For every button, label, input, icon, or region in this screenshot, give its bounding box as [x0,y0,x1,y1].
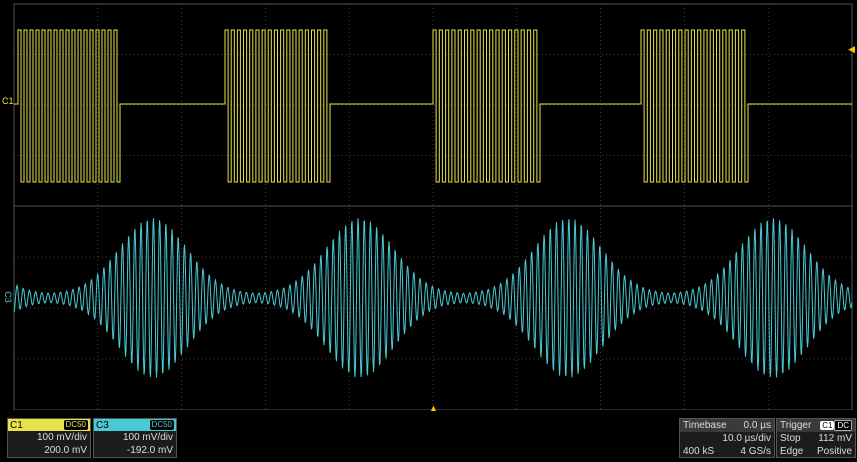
trigger-source: C1 [820,421,835,430]
trigger-label: Trigger [780,420,812,431]
trigger-slope: Positive [816,446,852,457]
timebase-samples: 400 kS [683,446,715,457]
ch1-descriptor[interactable]: C1 DC50 100 mV/div 200.0 mV [7,418,91,458]
trigger-type: Edge [780,446,804,457]
ch1-name: C1 [10,419,23,431]
trigger-descriptor[interactable]: Trigger C1 DC Stop 112 mV Edge Positive [776,418,856,458]
ch1-offset: 200.0 mV [44,445,87,456]
timebase-rate: 4 GS/s [740,446,771,457]
ch3-descriptor[interactable]: C3 DC50 100 mV/div -192.0 mV [93,418,177,458]
trigger-level: 112 mV [818,433,852,444]
ch1-coupling: DC50 [63,420,88,430]
timebase-label: Timebase [683,420,727,431]
ch3-volts-div: 100 mV/div [122,432,173,443]
timebase-descriptor[interactable]: Timebase 0.0 µs 10.0 µs/div 400 kS 4 GS/… [679,418,775,458]
ch3-trace [13,218,853,378]
trigger-coupling: DC [834,420,852,431]
trigger-level-marker: ◀ [848,44,855,54]
timebase-time-div: 10.0 µs/div [722,433,771,444]
trigger-mode: Stop [780,433,801,444]
ch1-marker: C1 [2,96,14,106]
waveform-grid [13,3,853,410]
ch3-coupling: DC50 [149,420,174,430]
ch1-volts-div: 100 mV/div [36,432,87,443]
ch3-name: C3 [96,419,109,431]
ch3-offset: -192.0 mV [126,445,173,456]
timebase-delay: 0.0 µs [743,420,771,431]
trigger-position-marker: ▲ [429,403,438,413]
ch3-marker: C3 [2,291,13,303]
ch1-trace [14,29,852,183]
